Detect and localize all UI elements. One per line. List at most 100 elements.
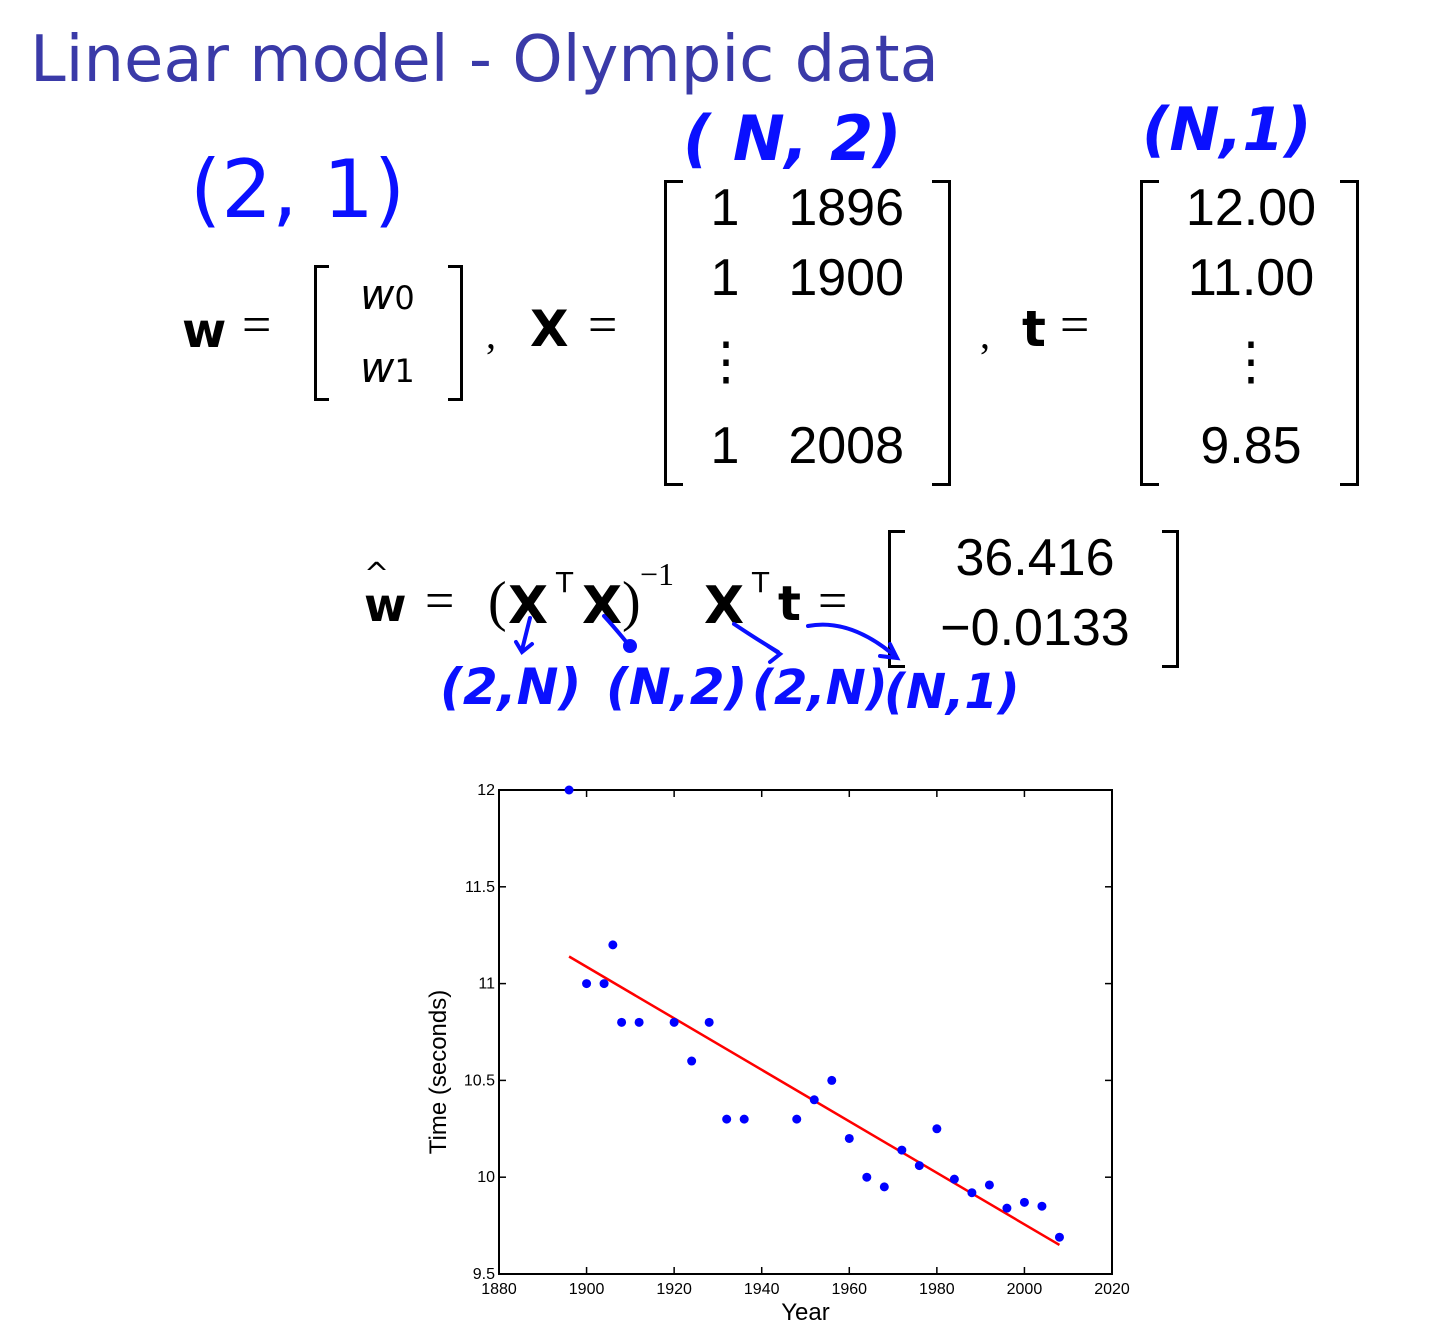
- y-tick-label: 11.5: [465, 879, 495, 896]
- arrow-icon: [514, 640, 534, 655]
- X-left-bracket: [664, 180, 683, 486]
- X-shape-annotation-2: (N,2): [606, 658, 748, 716]
- data-point: [932, 1124, 942, 1134]
- X-right-bracket: [932, 180, 951, 486]
- right-paren: ): [622, 571, 641, 633]
- data-point: [949, 1174, 959, 1184]
- transpose-superscript: T: [556, 566, 574, 599]
- inverse-superscript: −1: [640, 556, 675, 592]
- slide-title: Linear model - Olympic data: [30, 23, 939, 97]
- x-tick-label: 1900: [569, 1281, 605, 1298]
- data-point: [608, 940, 618, 950]
- t-right-bracket: [1340, 180, 1359, 486]
- w0-symbol: w: [360, 270, 395, 319]
- arrow-icon: [878, 642, 901, 661]
- x-tick-label: 1880: [481, 1281, 517, 1298]
- equals-sign: =: [818, 573, 848, 630]
- x-tick-label: 1980: [919, 1281, 955, 1298]
- X-cell: 1: [710, 417, 740, 475]
- equals-sign: =: [1060, 297, 1090, 354]
- X-cell: 1900: [788, 249, 904, 307]
- data-point: [862, 1172, 872, 1182]
- y-tick-label: 12: [477, 782, 495, 799]
- equals-sign: =: [242, 297, 272, 354]
- result-right-bracket: [1162, 530, 1179, 668]
- t-cell: 11.00: [1187, 249, 1315, 307]
- w-shape-annotation: (2, 1): [190, 143, 406, 236]
- data-point: [914, 1161, 924, 1171]
- X-cell: 1: [710, 179, 740, 237]
- data-point: [809, 1095, 819, 1105]
- t-left-bracket: [1140, 180, 1159, 486]
- t-shape-annotation-2: (N,1): [884, 664, 1020, 720]
- w0-entry: w0: [360, 270, 415, 319]
- Xt-shape-annotation: (2,N): [440, 658, 582, 716]
- y-tick-label: 10.5: [464, 1072, 495, 1089]
- X-cell: 1896: [788, 179, 904, 237]
- w1-entry: w1: [360, 343, 415, 392]
- data-point: [1054, 1232, 1064, 1242]
- arrow-icon: [520, 616, 532, 652]
- result-cell: −0.0133: [940, 599, 1130, 657]
- t-cell: 9.85: [1200, 417, 1302, 475]
- data-point: [704, 1017, 714, 1027]
- y-tick-label: 11: [478, 976, 495, 993]
- data-point: [827, 1075, 837, 1085]
- hat-accent: ^: [364, 557, 390, 592]
- comma: ,: [980, 312, 990, 357]
- X-cell: 1: [710, 249, 740, 307]
- X-shape-annotation: ( N, 2): [683, 102, 902, 175]
- data-point: [792, 1114, 802, 1124]
- data-point: [1037, 1201, 1047, 1211]
- t-symbol: t: [778, 576, 801, 632]
- X-vdots: ⋮: [700, 333, 752, 391]
- result-cell: 36.416: [955, 529, 1115, 587]
- x-tick-label: 1940: [744, 1281, 780, 1298]
- y-axis-label: Time (seconds): [425, 990, 452, 1154]
- data-point: [1002, 1203, 1012, 1213]
- X-matrix-symbol: X: [530, 300, 569, 358]
- data-point: [897, 1145, 907, 1155]
- annotation-arrows: [514, 614, 901, 664]
- left-paren: (: [488, 571, 507, 633]
- arrow-icon: [806, 622, 897, 658]
- data-point: [582, 979, 592, 989]
- equals-sign: =: [588, 297, 618, 354]
- w1-symbol: w: [360, 343, 395, 392]
- w-vector-symbol: w: [182, 303, 227, 359]
- arrow-icon: [766, 644, 784, 664]
- data-point: [1019, 1197, 1029, 1207]
- comma: ,: [486, 312, 496, 357]
- w1-subscript: 1: [394, 352, 415, 390]
- t-cell: 12.00: [1185, 179, 1317, 237]
- equals-sign: =: [425, 573, 455, 630]
- data-point: [564, 785, 574, 795]
- w-hat-symbol: w: [364, 578, 407, 632]
- data-point: [687, 1056, 697, 1066]
- data-point: [599, 979, 609, 989]
- data-point: [739, 1114, 749, 1124]
- x-tick-label: 1920: [656, 1281, 692, 1298]
- y-tick-label: 9.5: [473, 1266, 495, 1283]
- Xt-shape-annotation-2: (2,N): [752, 660, 888, 716]
- t-vector-symbol: t: [1022, 300, 1046, 358]
- transpose-superscript: T: [752, 566, 770, 599]
- w-left-bracket: [314, 265, 329, 401]
- data-point: [722, 1114, 732, 1124]
- data-point: [879, 1182, 889, 1192]
- data-point: [967, 1188, 977, 1198]
- w0-subscript: 0: [394, 279, 415, 317]
- data-point: [669, 1017, 679, 1027]
- data-point: [617, 1017, 627, 1027]
- result-left-bracket: [888, 530, 905, 668]
- x-tick-label: 2000: [1007, 1281, 1043, 1298]
- x-tick-label: 1960: [831, 1281, 867, 1298]
- arrow-dot: [623, 639, 637, 653]
- y-tick-label: 10: [477, 1169, 495, 1186]
- X-cell: 2008: [788, 417, 904, 475]
- w-right-bracket: [448, 265, 463, 401]
- t-shape-annotation: (N,1): [1142, 95, 1312, 165]
- data-point: [984, 1180, 994, 1190]
- plot-frame: [498, 789, 1113, 1275]
